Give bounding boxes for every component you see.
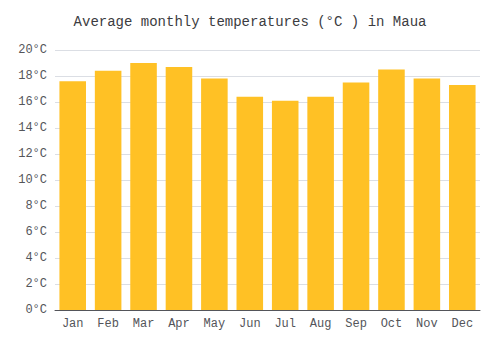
- svg-text:20°C: 20°C: [18, 43, 47, 57]
- svg-text:Feb: Feb: [97, 317, 119, 331]
- svg-text:4°C: 4°C: [25, 251, 47, 265]
- svg-text:14°C: 14°C: [18, 121, 47, 135]
- svg-text:Aug: Aug: [310, 317, 332, 331]
- svg-text:10°C: 10°C: [18, 173, 47, 187]
- svg-text:Jun: Jun: [239, 317, 261, 331]
- svg-text:Average monthly temperatures (: Average monthly temperatures (°C ) in Ma…: [74, 14, 427, 30]
- svg-text:Nov: Nov: [416, 317, 438, 331]
- svg-text:Apr: Apr: [168, 317, 190, 331]
- svg-text:Jul: Jul: [274, 317, 296, 331]
- svg-text:May: May: [204, 317, 226, 331]
- svg-text:0°C: 0°C: [25, 303, 47, 317]
- svg-text:Jan: Jan: [62, 317, 84, 331]
- svg-text:12°C: 12°C: [18, 147, 47, 161]
- svg-text:18°C: 18°C: [18, 69, 47, 83]
- svg-text:Dec: Dec: [451, 317, 473, 331]
- svg-text:6°C: 6°C: [25, 225, 47, 239]
- svg-text:Oct: Oct: [381, 317, 403, 331]
- svg-text:Mar: Mar: [133, 317, 155, 331]
- svg-text:Sep: Sep: [345, 317, 367, 331]
- svg-text:2°C: 2°C: [25, 277, 47, 291]
- svg-text:16°C: 16°C: [18, 95, 47, 109]
- svg-text:8°C: 8°C: [25, 199, 47, 213]
